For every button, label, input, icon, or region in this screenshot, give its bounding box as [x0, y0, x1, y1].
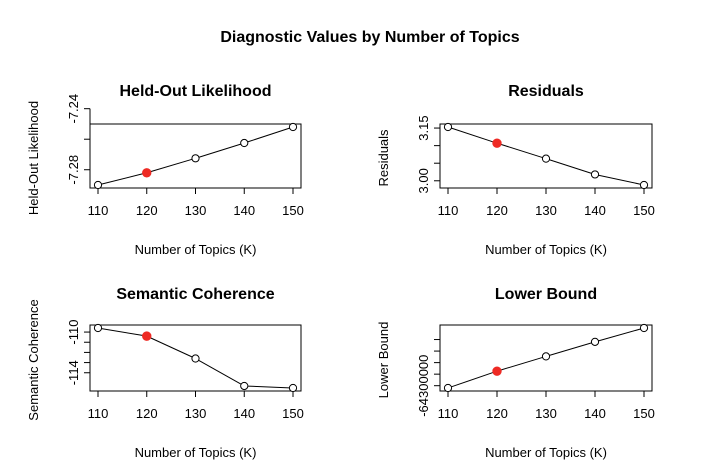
x-axis-label: Number of Topics (K) [485, 445, 607, 460]
panel-1: Held-Out Likelihood 110 120 130 140 150 -7.28 -… [26, 83, 304, 257]
y-axis-label: Held-Out Likelihood [26, 101, 41, 215]
data-point [639, 180, 649, 190]
panel-title: Residuals [508, 83, 584, 100]
series-line-segment [101, 173, 144, 185]
data-point [191, 154, 200, 163]
x-tick-label: 150 [282, 203, 304, 218]
data-point [191, 354, 200, 363]
x-tick-label: 130 [535, 406, 557, 421]
x-tick-label: 110 [88, 203, 109, 218]
data-point [288, 122, 298, 132]
series-line-segment [451, 127, 494, 143]
y-tick-label: 3.15 [416, 115, 431, 140]
x-tick-label: 150 [633, 406, 655, 421]
highlight-point [142, 168, 152, 178]
panel-title: Semantic Coherence [116, 286, 274, 303]
x-tick-label: 130 [185, 203, 207, 218]
y-tick-label: -114 [66, 360, 81, 385]
data-point [240, 138, 249, 148]
y-tick-label: -64300000 [416, 355, 431, 417]
data-point [590, 337, 600, 346]
x-tick-label: 130 [535, 203, 557, 218]
x-axis-label: Number of Topics (K) [135, 242, 257, 257]
highlight-point [492, 366, 502, 376]
x-tick-label: 140 [584, 203, 606, 218]
panel-4: Lower Bound 110 120 130 140 150 -64300000 Numbe… [376, 286, 655, 460]
x-tick-label: 150 [633, 203, 655, 218]
series-line-segment [500, 143, 543, 159]
x-tick-label: 120 [136, 203, 158, 218]
figure-title: Diagnostic Values by Number of Topics [220, 29, 519, 46]
data-point [541, 154, 551, 163]
series-line-segment [598, 328, 641, 342]
series-line-segment [101, 328, 144, 337]
y-axis-label: Lower Bound [376, 322, 391, 399]
y-tick-label: 3.00 [416, 168, 431, 193]
series-line-segment [549, 159, 592, 174]
y-axis-label: Residuals [376, 129, 391, 187]
x-tick-label: 130 [185, 406, 207, 421]
data-point [639, 323, 649, 333]
x-axis-label: Number of Topics (K) [135, 445, 257, 460]
data-point [288, 383, 298, 393]
data-point [93, 180, 103, 190]
highlight-point [142, 331, 152, 341]
x-tick-label: 140 [584, 406, 606, 421]
x-tick-label: 120 [136, 406, 158, 421]
x-tick-label: 140 [233, 406, 255, 421]
series-line-segment [451, 371, 494, 388]
data-point [240, 381, 249, 391]
x-axis-label: Number of Topics (K) [485, 242, 607, 257]
series-line-segment [149, 337, 193, 358]
x-tick-label: 110 [438, 203, 459, 218]
series-line-segment [247, 385, 290, 389]
data-point [541, 352, 551, 361]
y-tick-label: -7.24 [66, 94, 81, 124]
panel-title: Lower Bound [495, 286, 597, 303]
x-tick-label: 140 [233, 203, 255, 218]
data-point [443, 122, 453, 132]
highlight-point [492, 138, 502, 148]
series-line-segment [549, 342, 592, 356]
series-line-segment [247, 127, 290, 143]
y-tick-label: -110 [66, 320, 81, 345]
panel-3: Semantic Coherence 110 120 130 140 150 -114 -11… [26, 286, 304, 460]
data-point [443, 383, 453, 393]
x-tick-label: 120 [486, 406, 508, 421]
series-line-segment [198, 359, 242, 385]
data-point [590, 170, 600, 179]
series-line-segment [150, 158, 193, 173]
y-axis-label: Semantic Coherence [26, 299, 41, 420]
x-tick-label: 110 [438, 406, 459, 421]
series-line-segment [598, 174, 641, 185]
x-tick-label: 120 [486, 203, 508, 218]
y-tick-label: -7.28 [66, 155, 81, 185]
panel-2: Residuals 110 120 130 140 150 3.00 3.15 Number o… [376, 83, 655, 257]
panels: Held-Out Likelihood 110 120 130 140 150 -7.28 -… [26, 83, 655, 460]
series-line-segment [198, 143, 241, 158]
series-line-segment [500, 356, 543, 371]
data-point [93, 323, 103, 333]
x-tick-label: 150 [282, 406, 304, 421]
x-tick-label: 110 [88, 406, 109, 421]
panel-title: Held-Out Likelihood [120, 83, 272, 100]
